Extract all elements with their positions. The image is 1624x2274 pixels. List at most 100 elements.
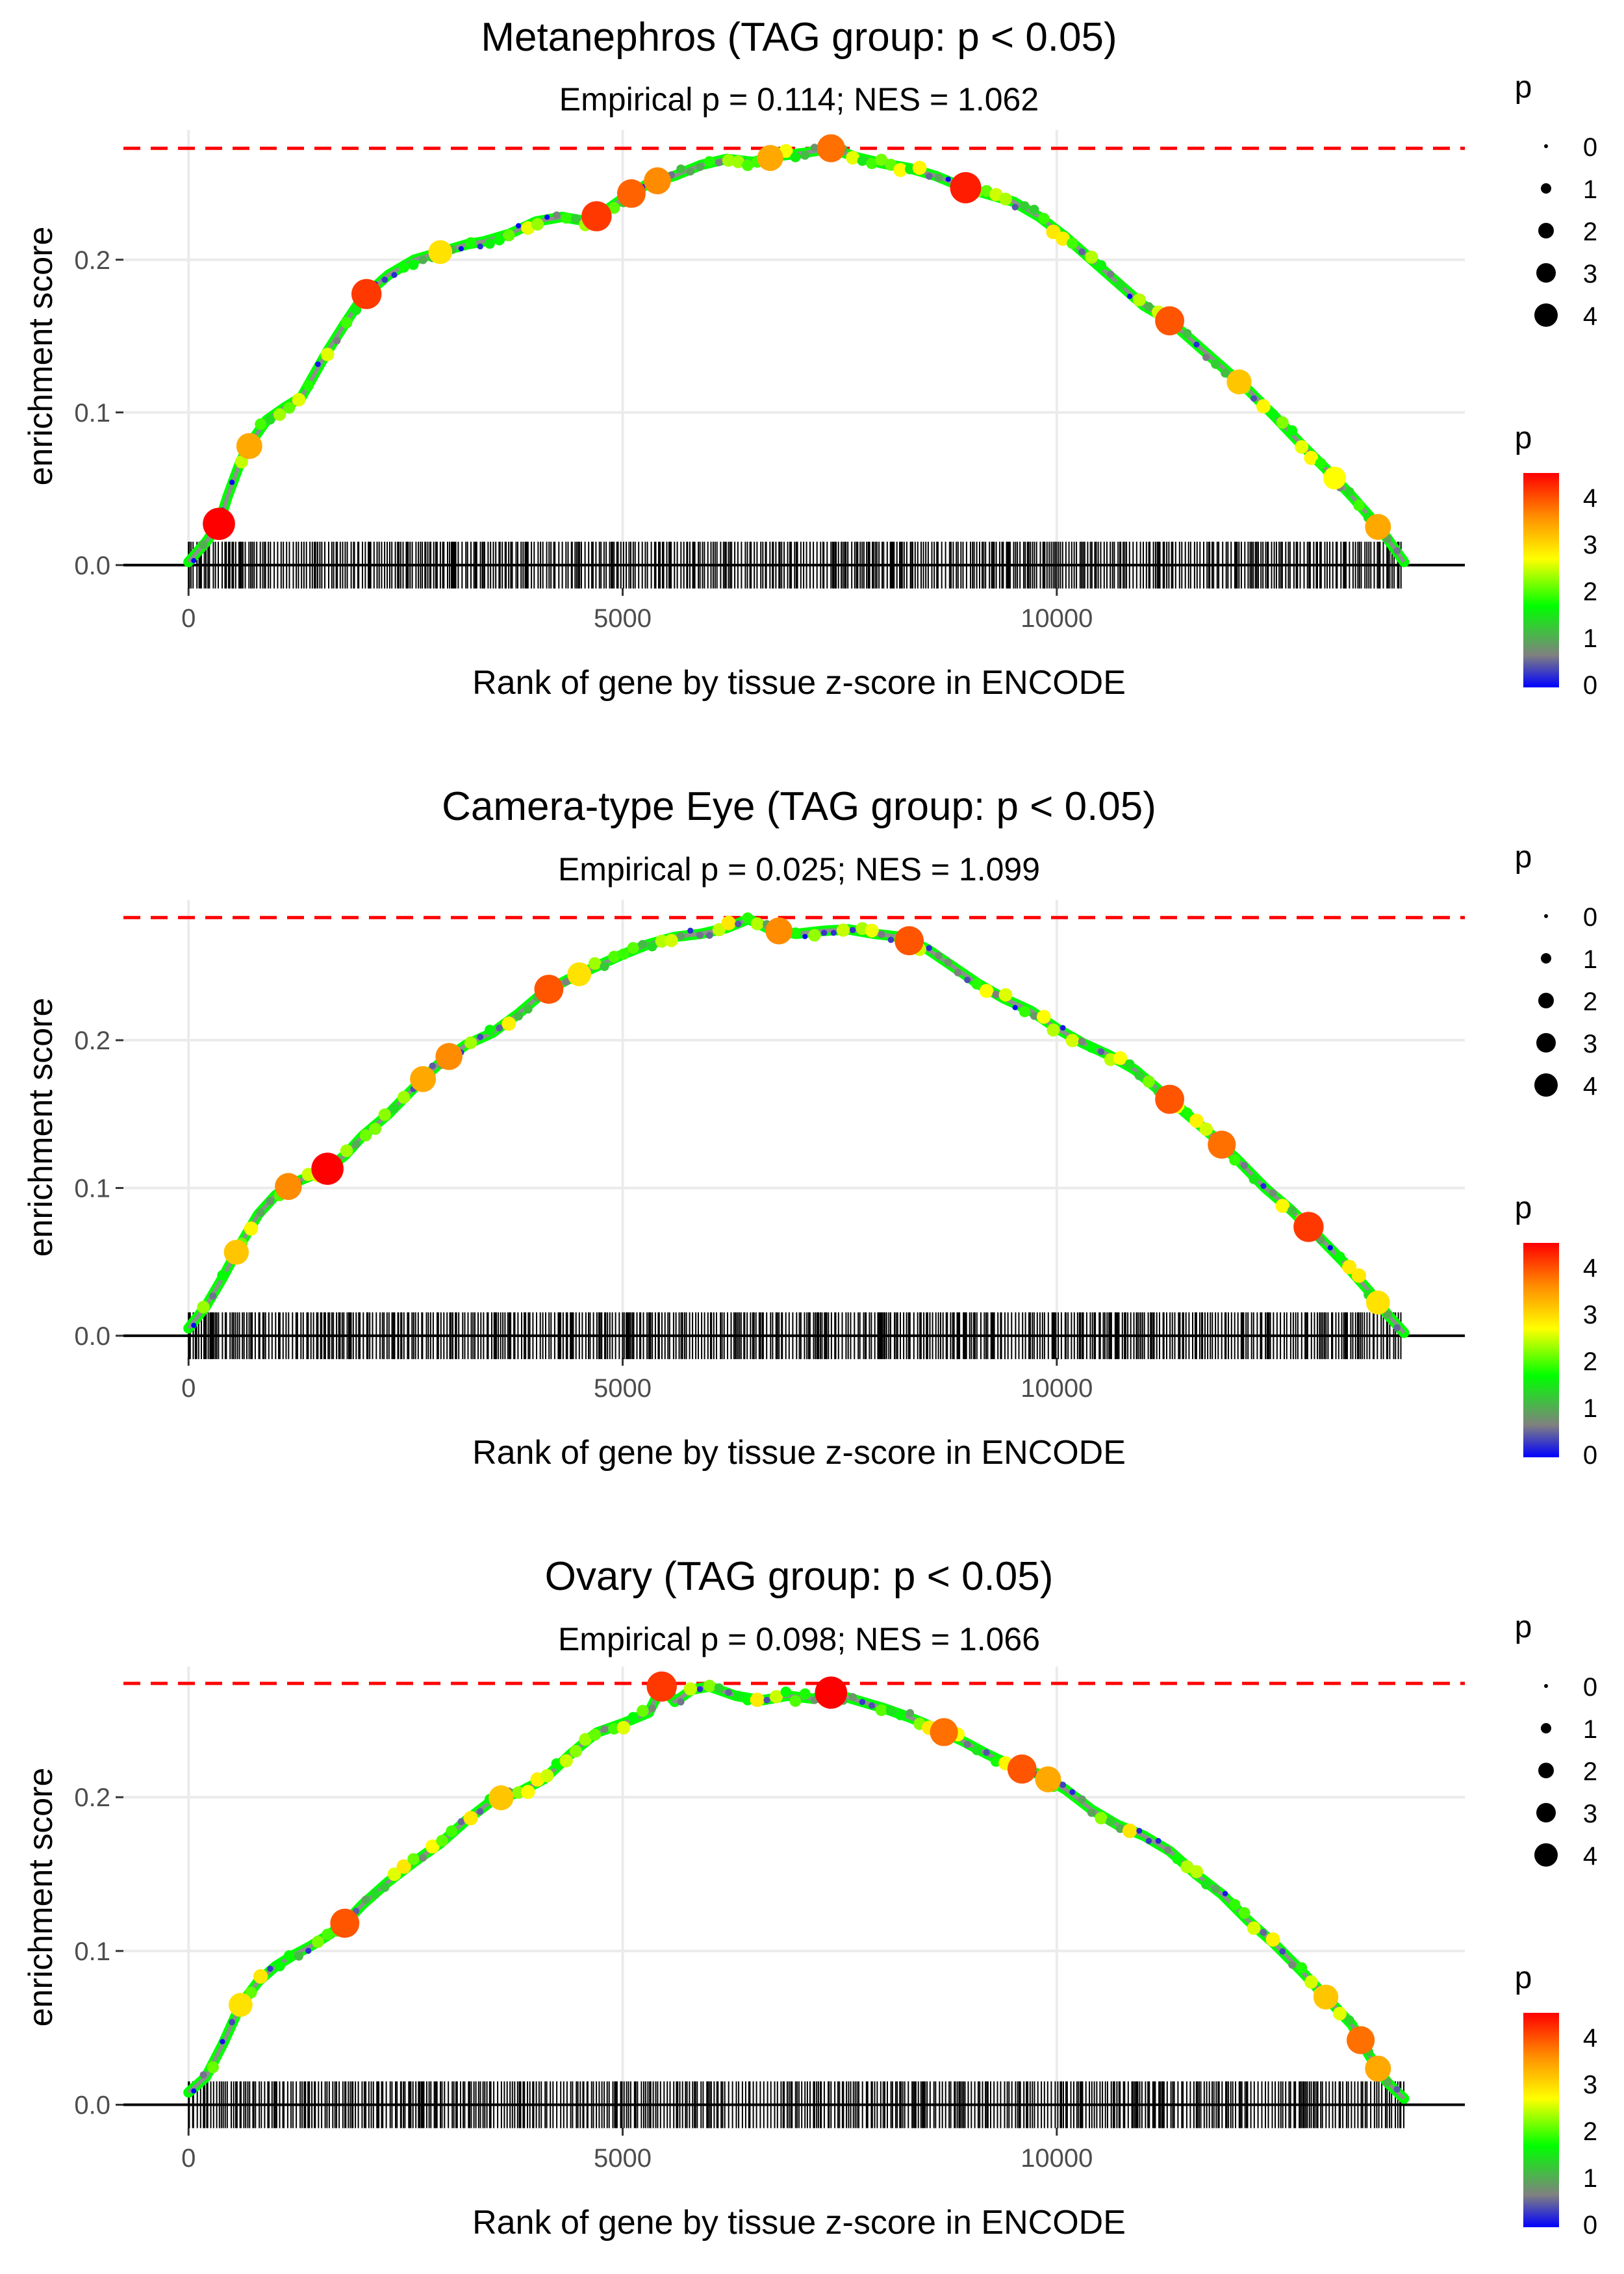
- gene-point: [322, 1928, 333, 1941]
- gene-point: [971, 978, 983, 990]
- gene-point: [378, 1108, 391, 1121]
- es-curve-glow: [183, 143, 1410, 567]
- size-legend-title: p: [1515, 1610, 1532, 1644]
- highlight-point: [930, 1718, 958, 1746]
- gene-point: [1127, 294, 1133, 300]
- highlight-point: [435, 1043, 463, 1070]
- gene-point: [1086, 1042, 1097, 1053]
- gene-point: [396, 1859, 411, 1874]
- y-tick-label: 0.2: [74, 1783, 110, 1812]
- size-key-label: 2: [1583, 988, 1597, 1016]
- gene-point: [589, 957, 602, 970]
- gene-point: [458, 246, 464, 251]
- legend-1: p 0 1 2 3 4 p 4 3 2 1 0: [1515, 70, 1597, 700]
- highlight-point: [488, 1785, 514, 1811]
- gene-point: [1276, 416, 1289, 429]
- gene-point: [808, 928, 821, 942]
- gene-point: [1304, 1975, 1318, 1989]
- gene-point: [893, 162, 907, 177]
- colorbar-tick-label: 2: [1583, 578, 1597, 606]
- gene-point: [463, 1811, 478, 1826]
- grid: [116, 900, 1465, 1366]
- gene-point: [1069, 1789, 1076, 1795]
- gene-point: [1124, 1059, 1135, 1069]
- x-tick-labels: 0 5000 10000: [181, 604, 1093, 633]
- size-key-1: [1541, 953, 1551, 964]
- gene-point: [1238, 1907, 1250, 1919]
- gene-point: [1260, 1929, 1267, 1936]
- gene-point: [1029, 205, 1039, 214]
- size-key-4: [1534, 303, 1558, 327]
- gene-points: [191, 912, 1401, 1331]
- colorbar: [1523, 2013, 1559, 2227]
- gene-point: [1275, 1199, 1290, 1213]
- gene-point: [266, 1197, 274, 1205]
- gene-point: [1019, 1006, 1031, 1017]
- highlight-point: [203, 507, 235, 541]
- gene-point: [1136, 1828, 1143, 1834]
- gene-point: [457, 1818, 465, 1825]
- gene-point: [628, 1712, 639, 1723]
- gene-point: [207, 2061, 219, 2073]
- gene-point: [274, 1960, 285, 1972]
- gene-point: [551, 1758, 563, 1769]
- colorbar: [1523, 473, 1559, 687]
- size-key-4: [1534, 1843, 1558, 1867]
- colorbar-tick-label: 1: [1583, 1394, 1597, 1423]
- gene-point: [1260, 1183, 1267, 1189]
- panel-subtitle: Empirical p = 0.098; NES = 1.066: [558, 1621, 1040, 1657]
- gene-point: [715, 159, 723, 166]
- gene-point: [514, 1012, 523, 1021]
- gene-point: [799, 1688, 811, 1700]
- size-key-3: [1536, 263, 1556, 283]
- highlight-point: [1365, 2055, 1391, 2082]
- gene-point: [848, 1693, 857, 1702]
- gene-point: [562, 978, 570, 986]
- gene-point: [477, 1034, 484, 1040]
- gene-point: [676, 164, 685, 173]
- size-key-label: 4: [1583, 302, 1597, 331]
- y-tick-labels: 0.0 0.1 0.2: [74, 1783, 110, 2119]
- gene-points: [191, 1671, 1401, 2094]
- gene-point: [627, 941, 639, 954]
- gene-point: [191, 1323, 197, 1328]
- gene-point: [255, 418, 267, 430]
- gene-point: [540, 1769, 554, 1783]
- gene-point: [359, 1129, 372, 1142]
- gene-point: [1037, 1010, 1051, 1024]
- gene-point: [992, 990, 1000, 999]
- gene-point: [648, 1704, 656, 1713]
- gene-point: [387, 1867, 401, 1882]
- gene-point: [686, 167, 695, 176]
- gene-point: [1189, 1114, 1204, 1128]
- gene-point: [425, 1839, 440, 1854]
- gene-point: [1059, 1025, 1066, 1031]
- gene-point: [1202, 353, 1210, 361]
- x-tick-label: 10000: [1021, 1374, 1093, 1403]
- es-curve: [186, 146, 1406, 563]
- gene-point: [1250, 395, 1258, 402]
- gene-point: [742, 159, 754, 172]
- colorbar-tick-label: 3: [1583, 531, 1597, 559]
- gene-point: [810, 144, 818, 152]
- size-key-label: 1: [1583, 175, 1597, 204]
- gene-point: [235, 455, 248, 468]
- colorbar-tick-label: 1: [1583, 2164, 1597, 2193]
- gene-point: [714, 1683, 724, 1693]
- size-key-2: [1538, 1763, 1554, 1778]
- gene-point: [245, 1986, 257, 1999]
- y-tick-labels: 0.0 0.1 0.2: [74, 1027, 110, 1351]
- gene-point: [869, 1702, 876, 1709]
- gene-point: [1265, 1932, 1280, 1947]
- gene-point: [340, 1144, 353, 1157]
- highlight-point: [1035, 1766, 1061, 1793]
- gene-point: [561, 212, 572, 224]
- gene-point: [1087, 1808, 1096, 1817]
- rug: [123, 541, 1465, 589]
- gene-point: [1199, 1122, 1213, 1136]
- gene-point: [790, 927, 801, 939]
- gene-point: [1269, 1189, 1277, 1197]
- panel-subtitle: Empirical p = 0.114; NES = 1.062: [559, 81, 1039, 118]
- x-tick-label: 5000: [594, 604, 652, 633]
